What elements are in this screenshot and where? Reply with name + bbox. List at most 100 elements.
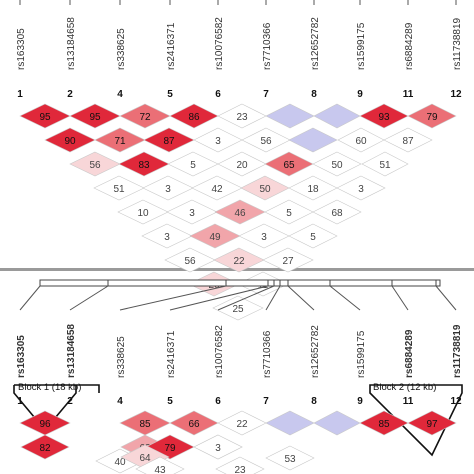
block-2-label: Block 2 (12 kb) (373, 382, 436, 393)
ld-value-b: 79 (164, 443, 176, 454)
ld-cell-a (336, 175, 386, 201)
ld-cell-a (217, 151, 267, 177)
ld-value-a: 3 (358, 184, 364, 195)
snp-connector (69, 285, 109, 311)
ld-cell-a (193, 127, 243, 153)
ld-value-a: 68 (331, 208, 343, 219)
ld-cell-a (167, 151, 219, 177)
ld-value-a: 3 (165, 184, 171, 195)
marker-number-b: 9 (357, 396, 363, 407)
ld-cell-a (361, 151, 409, 177)
marker-number-a: 4 (117, 89, 123, 100)
snp-label-b: rs13184658 (66, 324, 77, 378)
marker-number-b: 4 (117, 396, 123, 407)
snp-label-a: rs163305 (16, 28, 27, 70)
snp-label-b: rs1599175 (356, 330, 367, 378)
ld-cell-a (240, 175, 290, 201)
ld-value-a: 71 (114, 136, 126, 147)
snp-label-a: rs10076582 (214, 17, 225, 70)
ld-value-b: 85 (378, 419, 390, 430)
marker-number-b: 11 (403, 396, 414, 407)
ld-value-b: 3 (215, 443, 221, 454)
ld-value-a: 87 (402, 136, 414, 147)
ld-value-a: 95 (39, 112, 51, 123)
ld-value-a: 65 (283, 160, 295, 171)
marker-number-a: 12 (450, 89, 462, 100)
ld-value-a: 83 (138, 160, 150, 171)
marker-number-b: 2 (67, 396, 73, 407)
ld-value-a: 51 (113, 184, 125, 195)
ld-cell-a (407, 103, 457, 129)
ld-value-a: 86 (188, 112, 200, 123)
marker-number-a: 11 (403, 89, 414, 100)
snp-connector (435, 285, 457, 311)
snp-connector (287, 285, 315, 311)
ld-cell-a (93, 175, 145, 201)
ld-cell-a (189, 223, 241, 249)
ld-value-a: 20 (236, 160, 248, 171)
ld-value-b: 40 (114, 457, 126, 468)
snp-label-b: rs10076582 (214, 325, 225, 378)
snp-label-a: rs6884289 (404, 22, 415, 70)
marker-number-b: 12 (450, 396, 462, 407)
ld-value-a: 5 (190, 160, 196, 171)
ld-cell-a (169, 103, 219, 129)
marker-number-a: 5 (167, 89, 173, 100)
ld-value-a: 60 (355, 136, 367, 147)
ld-value-a: 93 (378, 112, 390, 123)
ld-value-a: 49 (209, 232, 221, 243)
genomic-scale-bar (39, 279, 441, 287)
ld-cell-a (94, 127, 146, 153)
ld-value-b: 96 (39, 419, 51, 430)
ld-value-a: 95 (89, 112, 101, 123)
ld-cell-b (215, 456, 265, 474)
snp-connector (265, 285, 281, 311)
marker-number-a: 9 (357, 89, 363, 100)
marker-number-b: 5 (167, 396, 173, 407)
ld-value-a: 3 (215, 136, 221, 147)
ld-cell-a (166, 199, 218, 225)
ld-value-a: 56 (260, 136, 272, 147)
panel-a: rs163305 rs13184658 rs338625 rs2416371 rs100… (16, 0, 463, 321)
ld-cell-a (212, 295, 264, 321)
block-1-label: Block 1 (18 kb) (18, 382, 81, 393)
ld-cell-a (141, 223, 193, 249)
ld-value-b: 53 (284, 454, 296, 465)
ld-value-a: 72 (139, 112, 151, 123)
ld-value-a: 23 (236, 112, 248, 123)
ld-value-a: 50 (331, 160, 343, 171)
ld-cell-a (359, 103, 409, 129)
ld-cell-a (117, 199, 169, 225)
ld-cell-b (265, 445, 315, 471)
ld-value-b: 97 (426, 419, 438, 430)
snp-label-a: rs12652782 (310, 17, 321, 70)
ld-cell-b (193, 434, 243, 460)
ld-cell-a (214, 199, 266, 225)
ld-cell-a (313, 103, 361, 129)
snp-label-b: rs338625 (116, 336, 127, 378)
ld-cell-a (44, 127, 96, 153)
ld-value-a: 51 (379, 160, 391, 171)
ld-cell-a (143, 127, 195, 153)
ld-cell-a (288, 223, 338, 249)
ld-cell-a (288, 127, 338, 153)
ld-value-a: 79 (426, 112, 438, 123)
snp-label-a: rs1599175 (356, 22, 367, 70)
marker-number-b: 1 (17, 396, 23, 407)
snp-connector (391, 285, 409, 311)
ld-cell-a (288, 175, 338, 201)
ld-value-a: 87 (163, 136, 175, 147)
ld-cell-a (69, 103, 121, 129)
ld-value-b: 64 (139, 453, 151, 464)
ld-value-a: 3 (164, 232, 170, 243)
ld-cell-a (191, 175, 243, 201)
snp-label-b: rs6884289 (404, 329, 415, 378)
ld-cell-b (407, 410, 457, 436)
ld-value-a: 27 (282, 256, 294, 267)
snp-connector (329, 285, 361, 311)
ld-value-a: 18 (307, 184, 319, 195)
ld-value-b: 85 (139, 419, 151, 430)
ld-value-a: 90 (64, 136, 76, 147)
ld-cell-a (312, 151, 362, 177)
marker-number-a: 8 (311, 89, 317, 100)
